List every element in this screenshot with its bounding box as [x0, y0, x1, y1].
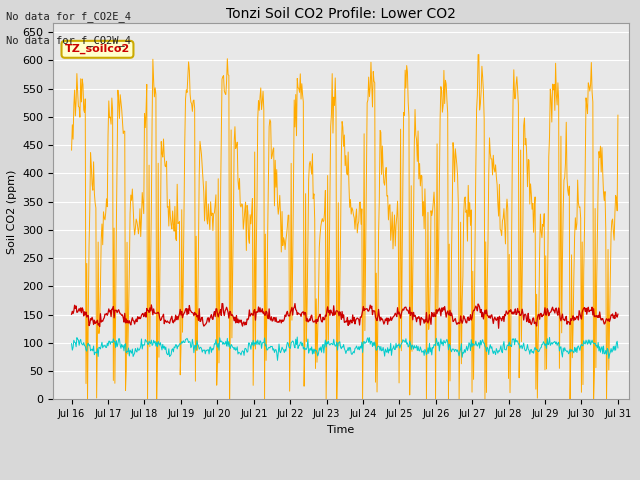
X-axis label: Time: Time: [328, 425, 355, 435]
Text: No data for f_CO2E_4: No data for f_CO2E_4: [6, 11, 131, 22]
Text: TZ_soilco2: TZ_soilco2: [65, 44, 130, 54]
Y-axis label: Soil CO2 (ppm): Soil CO2 (ppm): [7, 169, 17, 253]
Text: No data for f_CO2W_4: No data for f_CO2W_4: [6, 35, 131, 46]
Title: Tonzi Soil CO2 Profile: Lower CO2: Tonzi Soil CO2 Profile: Lower CO2: [226, 7, 456, 21]
